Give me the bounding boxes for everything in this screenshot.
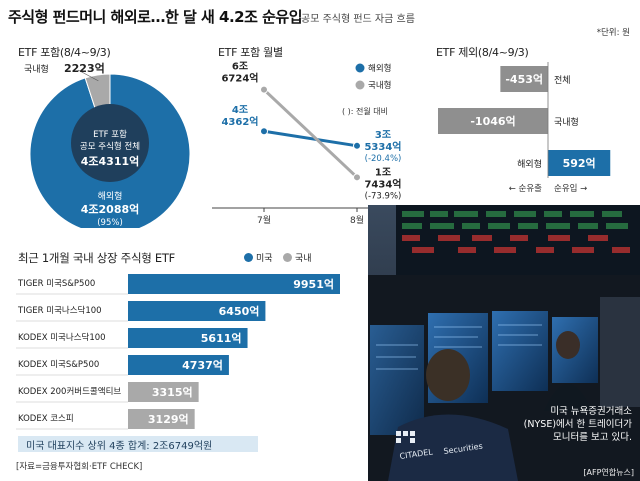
etf-bar-5	[128, 409, 195, 429]
flow-bar-1	[438, 108, 548, 134]
etf-name-4: KODEX 200커버드콜액티브	[18, 386, 121, 397]
flow-bar-label-0: -453억	[505, 73, 543, 86]
legend-overseas-label: 해외형	[368, 63, 391, 74]
line-point-0-1	[353, 141, 361, 150]
flow-category-0: 전체	[554, 75, 571, 86]
line-label-0-0-a: 4조	[232, 104, 248, 116]
etf-name-5: KODEX 코스피	[18, 414, 74, 424]
line-label-1-0-b: 6724억	[221, 73, 258, 85]
flow-axis-right: 순유입 →	[554, 184, 587, 194]
line-label-1-0-a: 6조	[232, 61, 248, 73]
donut-center-label-2: 공모 주식형 전체	[80, 141, 140, 152]
line-x-label-1: 7월	[257, 214, 271, 226]
headline: 주식형 펀드머니 해외로…한 달 새 4.2조 순유입	[8, 8, 303, 26]
line-label-1-1-b: 7434억	[364, 178, 401, 190]
donut-title: ETF 포함(8/4~9/3)	[18, 46, 111, 59]
legend-domestic-label: 국내형	[368, 81, 391, 91]
flow-category-1: 국내형	[554, 117, 579, 128]
line-label-0-1-a: 3조	[375, 129, 391, 141]
etf-value-5: 3129억	[148, 413, 189, 426]
line-note: ( ): 전월 대비	[342, 106, 388, 116]
line-title: ETF 포함 월별	[218, 46, 283, 59]
etf-value-1: 6450억	[219, 305, 260, 318]
etf-legend-us-label: 미국	[256, 254, 273, 264]
summary-box: 미국 대표지수 상위 4종 합계: 2조6749억원	[18, 436, 258, 452]
line-change-1: (-73.9%)	[365, 191, 402, 201]
etf-bar-4	[128, 382, 199, 402]
flow-bar-2	[548, 150, 611, 176]
photo-caption-line-1: 미국 뉴욕증권거래소	[550, 406, 632, 417]
flow-axis-left: ← 순유출	[509, 183, 542, 194]
donut-domestic-label: 2223억	[64, 62, 105, 75]
legend-domestic-dot	[355, 80, 365, 90]
trader-photo: CITADEL Securities 미국 뉴욕증권거래소 (NYSE)에서 한…	[368, 205, 640, 481]
line-point-1-0	[260, 85, 268, 94]
photo-caption-line-2: (NYSE)에서 한 트레이더가	[523, 419, 632, 430]
etf-legend-kr-dot	[283, 253, 292, 262]
line-label-0-0-b: 4362억	[221, 116, 258, 128]
source-note: [자료=금융투자협회·ETF CHECK]	[16, 462, 143, 472]
etf-bar-chart: TIGER 미국S&P500 9951억 TIGER 미국나스닥100 6450억 KO…	[16, 274, 340, 430]
etf-value-3: 4737억	[182, 359, 223, 372]
donut-domestic-name: 국내형	[24, 64, 49, 75]
flow-bar-0	[500, 66, 548, 92]
etf-name-3: KODEX 미국S&P500	[18, 360, 99, 370]
line-change-0: (-20.4%)	[365, 154, 402, 164]
photo-caption-line-3: 모니터를 보고 있다.	[553, 432, 632, 443]
etf-name-2: KODEX 미국나스닥100	[18, 332, 106, 343]
summary-text: 미국 대표지수 상위 4종 합계: 2조6749억원	[26, 441, 213, 452]
line-series-domestic	[262, 88, 359, 179]
line-label-0-1-b: 5334억	[364, 141, 401, 153]
etf-title: 최근 1개월 국내 상장 주식형 ETF	[18, 251, 175, 265]
photo-credit: [AFP연합뉴스]	[583, 468, 634, 477]
etf-value-4: 3315억	[152, 386, 193, 399]
donut-center-value: 4조4311억	[81, 155, 140, 168]
photo-caption: 미국 뉴욕증권거래소 (NYSE)에서 한 트레이더가 모니터를 보고 있다.	[524, 405, 632, 444]
line-point-0-0	[260, 127, 268, 136]
flow-bar-label-1: -1046억	[470, 115, 515, 128]
etf-value-2: 5611억	[201, 332, 242, 345]
etf-name-1: TIGER 미국나스닥100	[17, 305, 102, 316]
donut-overseas-pct: (95%)	[97, 218, 123, 228]
donut-center-label-1: ETF 포함	[93, 130, 127, 140]
donut-leader-line	[77, 69, 99, 82]
etf-bar-3	[128, 355, 229, 375]
donut-overseas-name: 해외형	[98, 190, 123, 202]
etf-legend-us: 미국	[244, 251, 273, 264]
etf-bar-2	[128, 328, 248, 348]
line-label-1-1-a: 1조	[375, 166, 391, 178]
legend-overseas-dot	[355, 63, 365, 73]
flow-category-2: 해외형	[517, 158, 542, 170]
etf-legend-kr: 국내	[283, 251, 312, 264]
subhead: 공모 주식형 펀드 자금 흐름	[301, 14, 415, 25]
etf-value-0: 9951억	[293, 278, 334, 291]
bar-out-title: ETF 제외(8/4~9/3)	[436, 46, 529, 59]
etf-bar-0	[128, 274, 340, 294]
etf-name-0: TIGER 미국S&P500	[17, 279, 95, 289]
donut-overseas-label: 4조2088억	[81, 203, 140, 216]
donut-center	[71, 104, 149, 182]
citadel-logo	[396, 431, 415, 443]
etf-bar-1	[128, 301, 266, 321]
line-series-overseas	[263, 129, 358, 148]
etf-legend-kr-label: 국내	[295, 254, 312, 264]
donut-chart: ETF 포함 공모 주식형 전체 4조4311억 해외형 4조2088억 (95…	[24, 62, 191, 228]
line-x-label-2: 8월	[350, 214, 364, 226]
etf-legend-us-dot	[244, 253, 253, 262]
photo-illustration: CITADEL Securities	[368, 205, 640, 481]
flow-bar-label-2: 592억	[563, 157, 596, 170]
line-point-1-1	[353, 173, 361, 182]
unit-note: *단위: 원	[596, 28, 630, 38]
flow-bar-chart: -453억 전체 -1046억 국내형 592억 해외형 ← 순유출 순유입 →	[438, 62, 611, 194]
